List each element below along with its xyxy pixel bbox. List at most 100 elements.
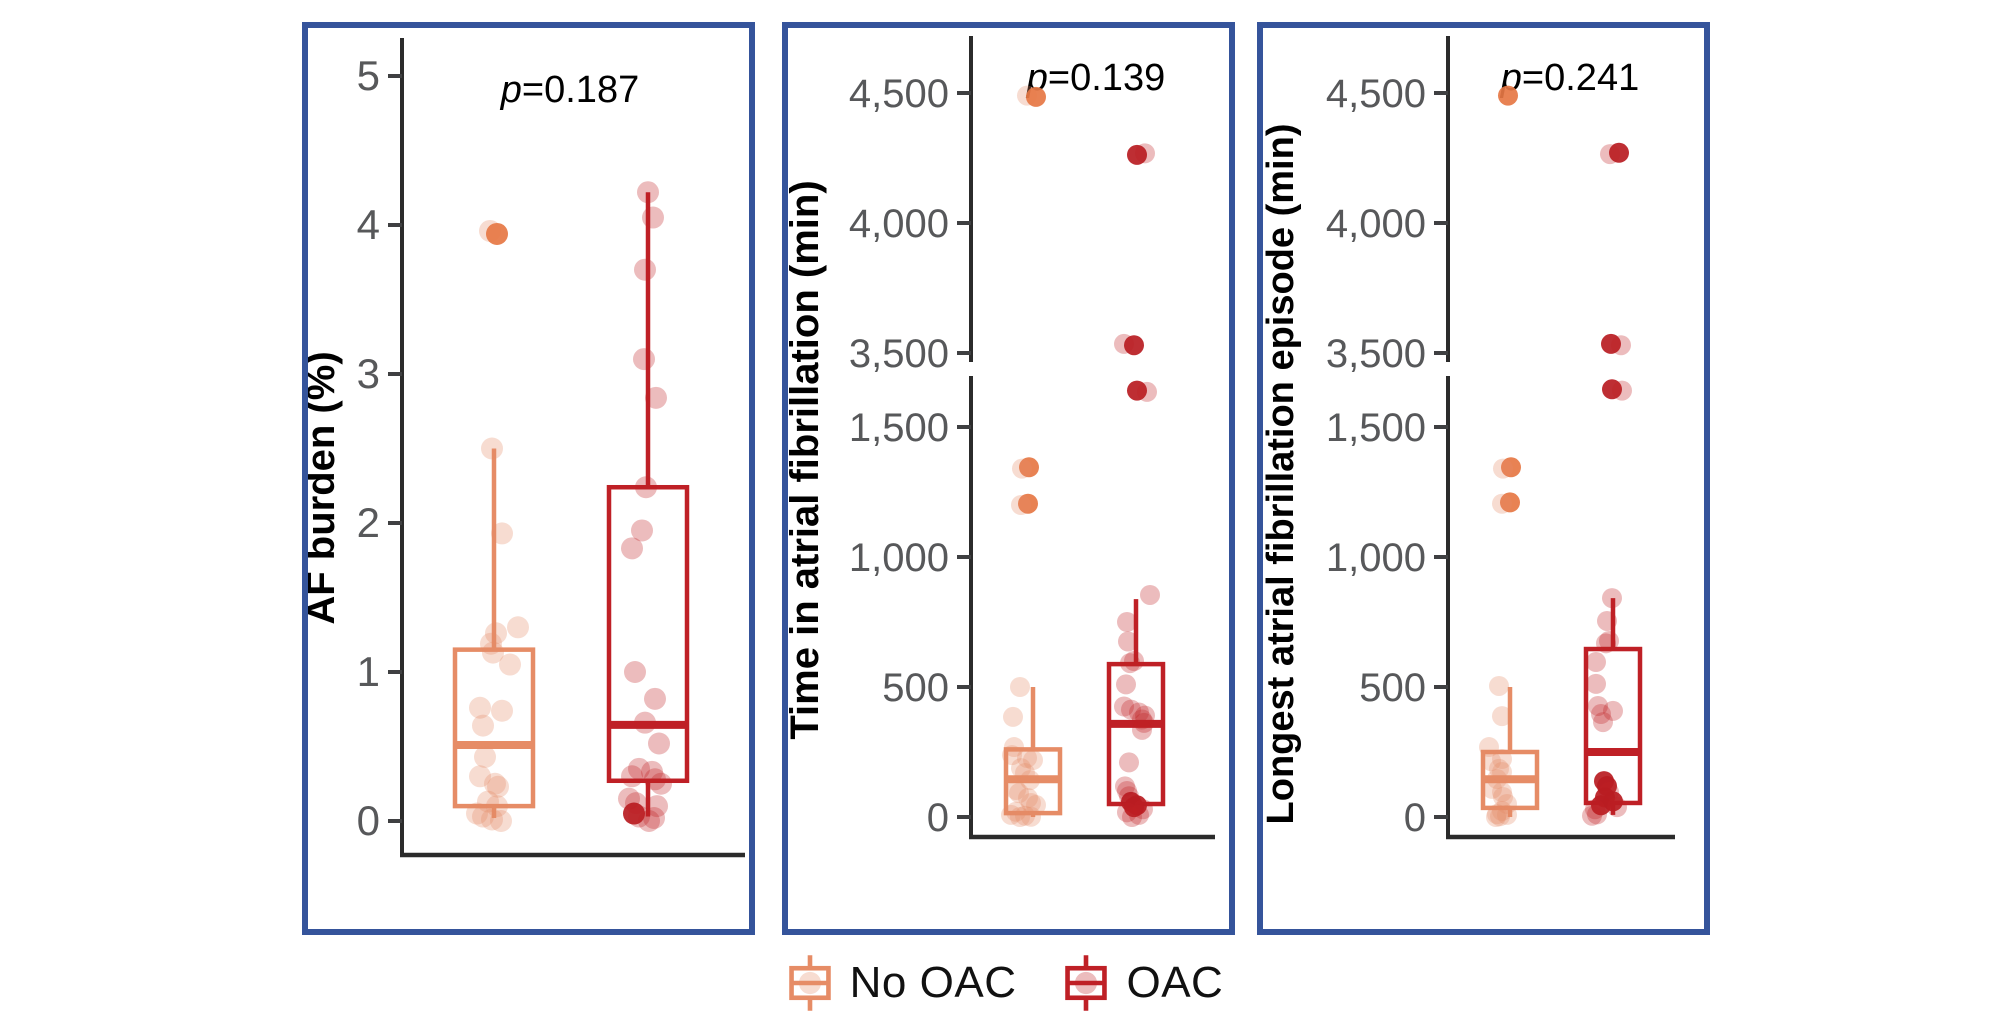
jitter-point — [485, 622, 507, 645]
jitter-point — [1010, 807, 1030, 827]
jitter-point — [638, 810, 660, 832]
jitter-point — [1492, 762, 1512, 783]
jitter-point — [1002, 745, 1022, 766]
jitter-point — [1134, 712, 1154, 733]
jitter-point — [1004, 737, 1024, 758]
jitter-point — [1493, 786, 1513, 807]
jitter-point — [1591, 704, 1611, 725]
jitter-point — [1132, 709, 1152, 730]
jitter-point — [1611, 335, 1631, 356]
jitter-point — [486, 795, 508, 818]
jitter-point — [1492, 706, 1512, 727]
y-axis-title: Longest atrial fibrillation episode (min… — [1263, 124, 1302, 825]
jitter-point — [641, 760, 663, 783]
jitter-point — [1481, 751, 1501, 772]
jitter-point — [484, 772, 506, 795]
jitter-point — [1006, 801, 1026, 822]
jitter-point — [1021, 806, 1041, 827]
jitter-point — [1602, 588, 1622, 609]
legend-label-oac: OAC — [1126, 958, 1224, 1007]
y-tick-label: 1,000 — [1326, 536, 1426, 580]
jitter-point — [1132, 719, 1152, 740]
jitter-point — [472, 805, 494, 828]
jitter-point — [1015, 763, 1035, 784]
jitter-point — [1137, 381, 1157, 402]
oac-boxplot-glyph-icon — [1065, 955, 1108, 1011]
jitter-point — [624, 661, 646, 683]
y-tick-label: 4,000 — [1326, 202, 1426, 246]
jitter-point — [1006, 779, 1026, 800]
y-tick-label: 4,000 — [849, 202, 949, 246]
jitter-point — [634, 258, 656, 281]
jitter-point — [633, 348, 655, 371]
time-in-af-chart: 0 500 1,000 1,500 3,500 4,000 4,500 Time in atr… — [788, 36, 1215, 840]
jitter-point — [487, 775, 509, 798]
jitter-point — [1501, 457, 1521, 478]
jitter-point — [469, 765, 491, 788]
jitter-point — [1010, 677, 1030, 697]
jitter-point — [1489, 758, 1509, 779]
jitter-point — [1597, 610, 1617, 631]
p-value-label: p=0.241 — [1500, 57, 1639, 99]
y-tick-label: 3 — [357, 350, 380, 397]
jitter-point — [1486, 807, 1506, 827]
jitter-point — [1497, 794, 1517, 814]
af-burden-chart: 0 1 2 3 4 5 AF burden (%) p=0.187 — [308, 38, 745, 858]
p-value-label: p=0.187 — [500, 69, 639, 111]
jitter-point — [1026, 795, 1046, 816]
jitter-point — [1017, 747, 1037, 768]
jitter-point — [481, 437, 503, 460]
jitter-point — [1602, 379, 1622, 400]
jitter-point — [1500, 492, 1520, 513]
legend-item-oac: OAC — [1062, 952, 1223, 1014]
jitter-point — [1492, 801, 1512, 822]
jitter-point — [1127, 380, 1147, 401]
jitter-point — [1026, 86, 1046, 107]
jitter-point — [643, 807, 665, 830]
jitter-point — [621, 537, 643, 560]
jitter-point — [1498, 85, 1518, 106]
jitter-point — [1015, 805, 1035, 826]
jitter-point — [1118, 631, 1138, 652]
jitter-point — [1609, 142, 1629, 163]
panel-time-in-af: 0 500 1,000 1,500 3,500 4,000 4,500 Time in atr… — [782, 22, 1235, 935]
jitter-point — [634, 711, 656, 734]
jitter-point — [480, 632, 502, 655]
y-tick-label: 1 — [357, 648, 380, 695]
iqr-box — [452, 647, 536, 809]
jitter-point — [482, 641, 504, 664]
y-tick-label: 4 — [357, 201, 380, 248]
jitter-point — [648, 732, 670, 755]
jitter-point — [1593, 712, 1613, 733]
jitter-point — [1001, 804, 1021, 825]
jitter-point — [1127, 144, 1147, 165]
jitter-point — [1497, 804, 1517, 825]
jitter-point — [621, 765, 643, 788]
jitter-point — [1120, 653, 1140, 674]
jitter-point — [1133, 799, 1153, 820]
jitter-point — [1023, 750, 1043, 771]
iqr-box — [606, 484, 690, 784]
y-tick-label: 3,500 — [849, 332, 949, 376]
jitter-point — [1585, 799, 1605, 820]
jitter-point — [1586, 652, 1606, 673]
jitter-point — [1487, 804, 1507, 825]
jitter-point — [1490, 806, 1510, 827]
jitter-point — [1600, 144, 1620, 165]
jitter-point — [1492, 749, 1512, 770]
y-tick-label: 4,500 — [1326, 72, 1426, 116]
jitter-point — [1588, 695, 1608, 716]
jitter-point — [1115, 776, 1135, 797]
jitter-point — [1011, 495, 1031, 515]
jitter-point — [507, 616, 529, 639]
jitter-point — [1020, 770, 1040, 791]
jitter-point — [1117, 802, 1137, 823]
p-value-label: p=0.139 — [1026, 57, 1165, 99]
y-tick-label: 1,500 — [1326, 406, 1426, 450]
jitter-point — [474, 745, 496, 768]
panel-longest-episode: 0 500 1,000 1,500 3,500 4,000 4,500 Longest atr… — [1257, 22, 1710, 935]
jitter-point — [1018, 493, 1038, 514]
jitter-point — [1129, 804, 1149, 825]
jitter-point — [472, 714, 494, 737]
jitter-point — [1116, 674, 1136, 695]
